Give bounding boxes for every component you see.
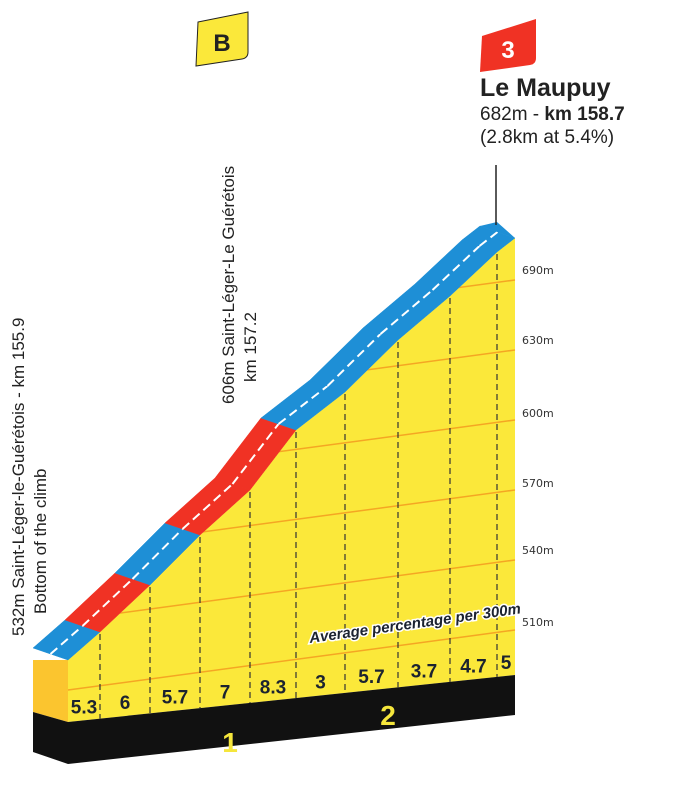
mid-label: 606m Saint-Léger-Le Guérétois km 157.2 (218, 166, 262, 404)
road-centerline (277, 385, 329, 425)
elevation-tick-label: 630m (522, 334, 554, 347)
road-centerline (431, 245, 481, 291)
mid-label-line2: km 157.2 (241, 312, 260, 382)
road-centerline (181, 483, 234, 530)
road-centerline (81, 578, 134, 627)
segment-percentage-label: 8.3 (260, 677, 286, 698)
elevation-tick-label: 600m (522, 407, 554, 420)
road-centerline (49, 625, 84, 655)
start-label-line2: Bottom of the climb (31, 468, 50, 614)
elevation-tick-label: 540m (522, 544, 554, 557)
road-centerline (326, 333, 382, 387)
road-centerline (231, 423, 280, 485)
segment-percentage-label: 5.7 (162, 688, 188, 709)
start-label: 532m Saint-Léger-le-Guérétois - km 155.9… (8, 318, 52, 636)
road-centerline (379, 289, 434, 335)
segment-percentage-label: 5 (501, 653, 512, 674)
category-marker-flag: 3 (480, 19, 536, 72)
elevation-tick-label: 570m (522, 477, 554, 490)
summit-altitude: 682m - (480, 104, 545, 125)
mid-label-line1: 606m Saint-Léger-Le Guérétois (219, 165, 238, 404)
segment-percentage-label: 5.3 (71, 697, 97, 718)
segment-percentage-label: 3 (315, 672, 326, 693)
road-centerline (478, 231, 499, 247)
road-centerline (131, 528, 184, 580)
base-side-face (33, 712, 68, 764)
elevation-grid-line (67, 559, 516, 621)
sprint-marker-flag: B (195, 11, 249, 67)
segment-percentage-label: 5.7 (358, 667, 384, 688)
profile-side-face (33, 648, 68, 722)
km-marker-label: 1 (222, 727, 238, 758)
profile-front-face (68, 238, 515, 722)
sprint-marker-label: B (213, 30, 230, 57)
segment-percentage-label: 3.7 (411, 662, 437, 683)
segment-percentage-label: 7 (220, 682, 231, 703)
sky-mask (0, 0, 674, 660)
elevation-grid-line (67, 629, 516, 691)
km-marker-label: 2 (380, 700, 396, 731)
summit-detail: (2.8km at 5.4%) (480, 127, 615, 148)
elevation-tick-label: 690m (522, 264, 554, 277)
segment-percentage-label: 6 (120, 693, 131, 714)
summit-info: Le Maupuy 682m - km 158.7 (2.8km at 5.4%… (480, 74, 625, 149)
segment-percentage-label: 4.7 (460, 656, 486, 677)
summit-name: Le Maupuy (480, 74, 611, 102)
road-end (480, 222, 515, 238)
category-marker-label: 3 (501, 37, 514, 64)
summit-km: km 158.7 (544, 104, 625, 125)
elevation-tick-label: 510m (522, 616, 554, 629)
start-label-line1: 532m Saint-Léger-le-Guérétois - km 155.9 (9, 317, 28, 636)
base-front-face (68, 675, 515, 764)
